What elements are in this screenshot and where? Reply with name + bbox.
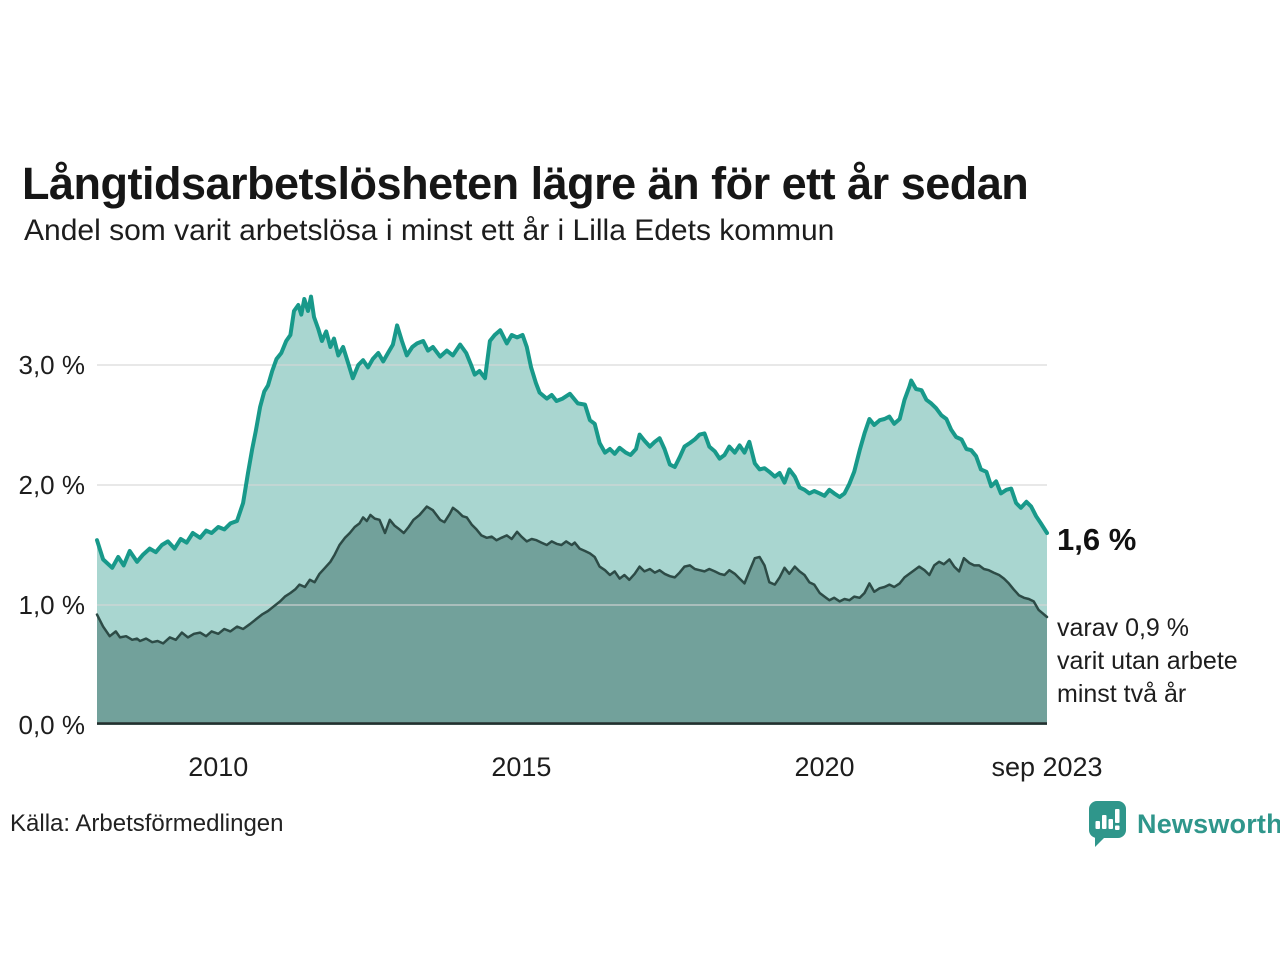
y-tick-label: 0,0 % — [18, 710, 86, 740]
series-line-1 — [95, 294, 1049, 570]
latest-detail-label: varav 0,9 % varit utan arbete minst två … — [1057, 614, 1238, 708]
page-subtitle: Andel som varit arbetslösa i minst ett å… — [24, 214, 835, 247]
x-tick-label: 2010 — [188, 752, 249, 782]
newsworthy-brand: Newsworthy — [1088, 800, 1280, 848]
brand-name: Newsworthy — [1137, 808, 1280, 839]
x-tick-label: sep 2023 — [991, 752, 1103, 782]
newsworthy-logo-icon — [1089, 801, 1126, 847]
series-line-2 — [95, 505, 1049, 645]
area-fill-2 — [97, 506, 1047, 725]
y-tick-label: 1,0 % — [18, 590, 86, 620]
x-tick-label: 2015 — [491, 752, 552, 782]
y-tick-label: 3,0 % — [18, 350, 86, 380]
x-tick-label: 2020 — [794, 752, 855, 782]
page-title: Långtidsarbetslösheten lägre än för ett … — [22, 158, 1029, 210]
latest-value-label: 1,6 % — [1057, 522, 1137, 557]
source-credit: Källa: Arbetsförmedlingen — [10, 810, 284, 837]
y-tick-label: 2,0 % — [18, 470, 86, 500]
